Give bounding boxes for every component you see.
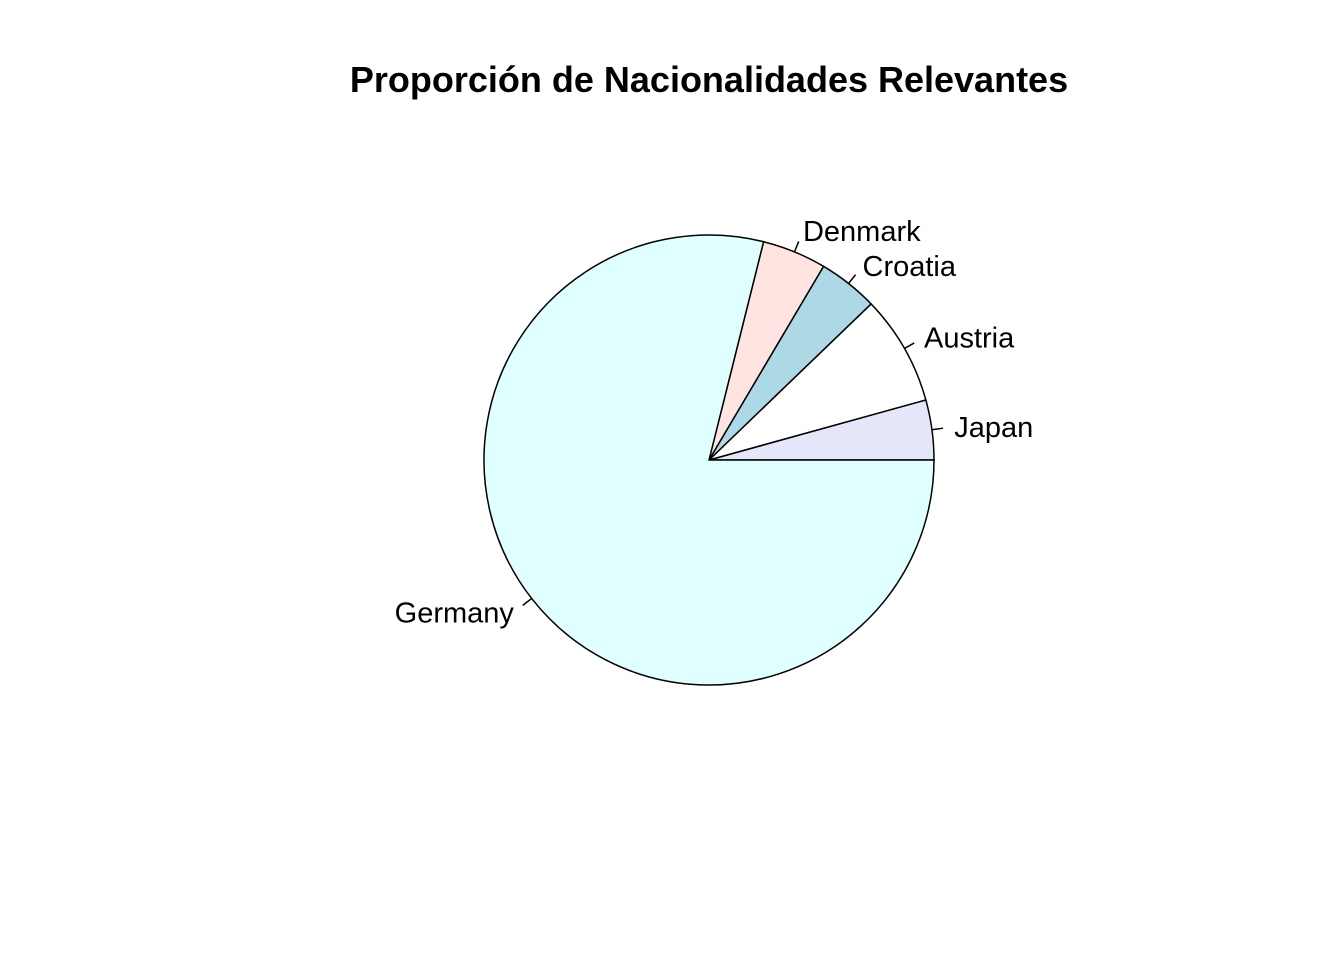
leader-line-denmark — [793, 241, 800, 253]
slice-label-germany: Germany — [395, 597, 515, 629]
slice-label-japan: Japan — [954, 412, 1033, 444]
pie-slices — [483, 234, 935, 686]
pie-slice-austria — [708, 302, 927, 461]
chart-title: Proporción de Nacionalidades Relevantes — [350, 59, 1068, 100]
leader-line-croatia — [847, 274, 857, 284]
slice-label-denmark: Denmark — [803, 216, 921, 248]
leader-line-germany — [522, 597, 533, 606]
leader-line-austria — [904, 342, 915, 350]
slice-label-austria: Austria — [924, 323, 1015, 355]
leader-lines — [522, 241, 944, 606]
slice-label-croatia: Croatia — [863, 251, 957, 283]
leader-line-japan — [931, 427, 944, 431]
